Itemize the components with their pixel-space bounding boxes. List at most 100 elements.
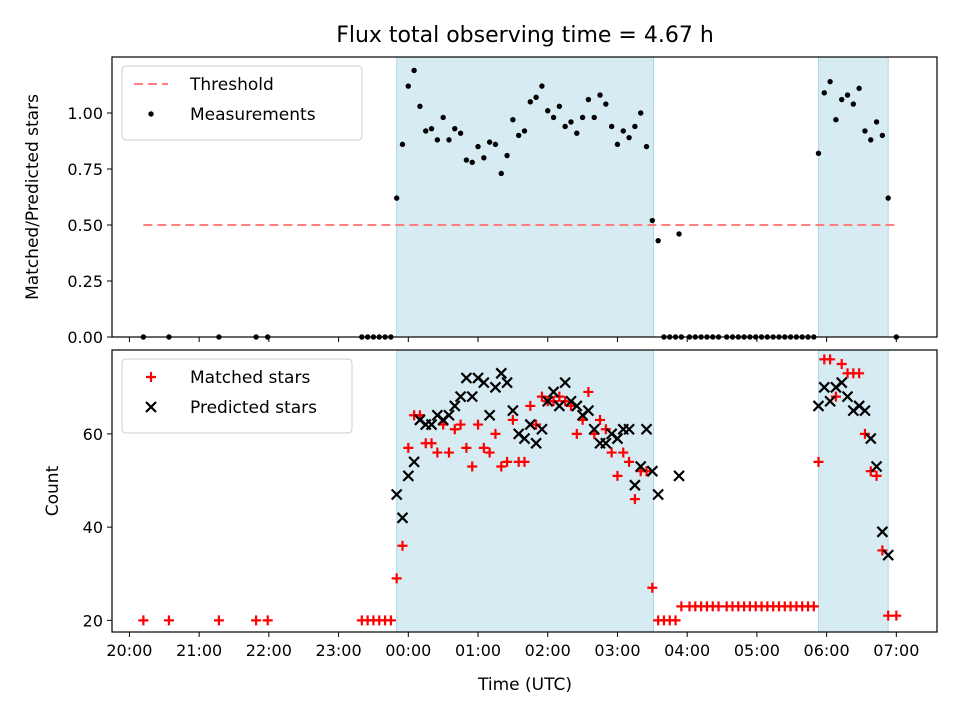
data-point [463, 157, 470, 163]
x-tick-label: 21:00 [176, 641, 222, 660]
data-point [530, 437, 542, 450]
data-point [620, 128, 626, 134]
data-point [637, 110, 644, 116]
data-point [821, 90, 827, 96]
data-point [498, 170, 504, 177]
data-point [571, 400, 583, 412]
data-point [547, 386, 560, 398]
data-point [507, 414, 518, 425]
data-point [833, 117, 839, 123]
data-point [632, 123, 638, 130]
data-point [655, 237, 661, 244]
data-point [440, 114, 446, 121]
x-tick-label: 23:00 [316, 641, 362, 660]
legend-marker [148, 111, 154, 117]
data-point [495, 367, 508, 380]
x-tick-label: 02:00 [525, 641, 571, 660]
data-point [545, 108, 551, 114]
data-point [574, 130, 580, 136]
data-point [815, 150, 822, 157]
data-point [562, 123, 568, 130]
data-point [446, 137, 452, 143]
y-tick-label: 60 [83, 425, 103, 444]
data-point [583, 386, 594, 397]
data-point [623, 423, 635, 436]
data-point [213, 615, 224, 626]
data-point [402, 470, 415, 482]
data-point [885, 195, 891, 201]
data-point [432, 447, 443, 458]
data-point [163, 615, 174, 626]
data-point [481, 155, 487, 161]
data-point [397, 540, 408, 551]
data-point [836, 358, 847, 369]
series-matched-stars [138, 354, 902, 626]
data-point [579, 114, 586, 121]
x-tick-label: 07:00 [873, 641, 919, 660]
data-point [882, 549, 894, 561]
data-point [449, 400, 461, 412]
data-point [864, 432, 877, 445]
data-point [859, 404, 871, 417]
x-tick-label: 22:00 [246, 641, 292, 660]
legend-label: Threshold [189, 75, 274, 95]
data-point [396, 512, 409, 524]
data-point [536, 423, 548, 436]
data-point [871, 470, 882, 481]
data-point [870, 460, 883, 473]
data-point [251, 615, 262, 626]
data-point [560, 396, 571, 407]
data-point [839, 96, 845, 103]
data-point [873, 119, 880, 125]
data-point [571, 428, 582, 439]
y-tick-label: 1.00 [67, 104, 103, 123]
data-point [588, 423, 600, 436]
data-point [553, 400, 566, 412]
data-point [647, 582, 658, 593]
data-point [618, 447, 629, 458]
data-point [467, 461, 478, 472]
shaded-interval [396, 56, 654, 338]
data-point [501, 376, 513, 389]
data-point [597, 92, 603, 98]
data-point [390, 488, 403, 501]
data-point [478, 442, 489, 453]
data-point [525, 400, 536, 411]
shaded-interval [396, 349, 654, 633]
data-point [426, 438, 437, 449]
data-point [443, 409, 455, 422]
data-point [449, 424, 460, 435]
data-point [856, 85, 862, 92]
data-point [539, 83, 545, 89]
bottom-panel: 20:00 21:00 22:00 23:00 00:00 01:00 02:00 03:00… [43, 349, 938, 660]
data-point [600, 424, 611, 435]
axes-frame [111, 56, 938, 338]
y-tick-label: 0.25 [67, 272, 103, 291]
data-point [603, 101, 609, 107]
data-point [835, 376, 848, 389]
data-point [548, 396, 559, 407]
data-point [812, 400, 825, 412]
data-point [428, 125, 435, 132]
data-point [550, 114, 557, 121]
data-point [818, 381, 831, 394]
data-point [591, 114, 597, 121]
data-point [393, 195, 400, 201]
data-point [443, 447, 454, 458]
data-point [670, 615, 681, 626]
data-point [676, 231, 682, 237]
data-point [643, 143, 650, 150]
x-tick-label: 01:00 [455, 641, 501, 660]
data-point [423, 128, 429, 134]
legend-label: Matched stars [190, 368, 310, 388]
data-point [460, 372, 473, 384]
data-point [646, 465, 659, 477]
data-point [844, 92, 851, 98]
data-point [624, 456, 635, 467]
data-point [489, 381, 502, 394]
data-point [466, 390, 478, 403]
data-point [473, 419, 484, 430]
data-point [457, 130, 464, 136]
data-point [582, 404, 595, 417]
data-point [408, 456, 420, 468]
